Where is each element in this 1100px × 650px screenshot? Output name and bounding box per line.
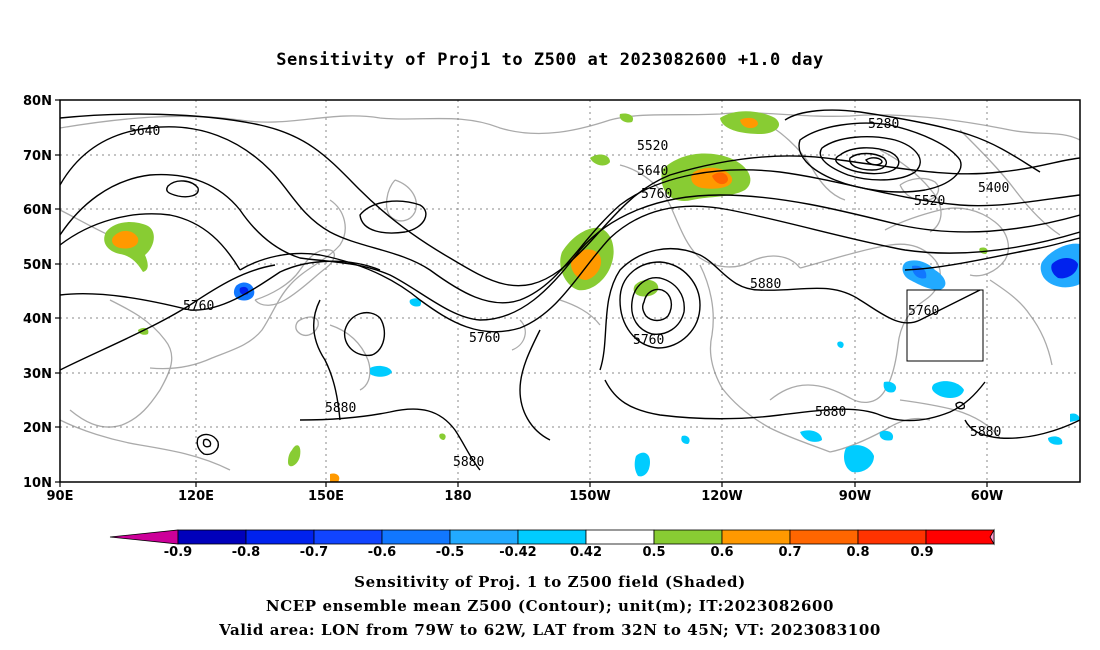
lon-tick-label: 120E — [178, 489, 214, 504]
longitude-labels: 90E 120E 150E 180 150W 120W 90W 60W — [47, 489, 1004, 504]
positive-region — [619, 113, 634, 123]
colorbar-label: 0.8 — [846, 545, 869, 560]
colorbar-label: -0.8 — [232, 545, 260, 560]
colorbar-label: 0.42 — [570, 545, 602, 560]
colorbar-swatch — [177, 529, 247, 545]
caption-line-3: Valid area: LON from 79W to 62W, LAT fro… — [219, 621, 881, 639]
colorbar-label: 0.9 — [910, 545, 933, 560]
contour-label: 5400 — [978, 181, 1009, 196]
lat-tick-label: 40N — [23, 312, 52, 327]
contour-label: 5760 — [633, 333, 664, 348]
colorbar-swatch — [109, 529, 179, 545]
lat-tick-label: 70N — [23, 149, 52, 164]
positive-region — [590, 154, 610, 166]
latitude-labels: 80N 70N 60N 50N 40N 30N 20N 10N — [23, 94, 52, 491]
colorbar-swatch — [653, 529, 723, 545]
contour-label: 5760 — [469, 331, 500, 346]
contour-label: 5880 — [453, 455, 484, 470]
negative-region — [409, 298, 422, 307]
map-frame — [59, 99, 1081, 483]
contour-label: 5520 — [637, 139, 668, 154]
colorbar-label: 0.7 — [778, 545, 801, 560]
negative-region — [1048, 436, 1063, 445]
colorbar-swatch — [381, 529, 451, 545]
colorbar-label: 0.5 — [642, 545, 665, 560]
lat-tick-label: 20N — [23, 421, 52, 436]
negative-region — [879, 430, 894, 441]
contour-label: 5880 — [970, 425, 1001, 440]
lon-tick-label: 180 — [444, 489, 471, 504]
negative-region — [681, 435, 690, 444]
positive-region — [439, 433, 446, 440]
colorbar — [109, 528, 995, 546]
figure-title: Sensitivity of Proj1 to Z500 at 20230826… — [276, 50, 824, 70]
positive-core — [740, 117, 758, 129]
z500-contours — [60, 109, 1080, 471]
coastlines — [60, 112, 1080, 471]
colorbar-label: -0.6 — [368, 545, 396, 560]
lat-tick-label: 80N — [23, 94, 52, 109]
lon-tick-label: 120W — [701, 489, 742, 504]
valid-area-box — [906, 289, 984, 362]
colorbar-label: -0.9 — [164, 545, 192, 560]
colorbar-swatch — [857, 529, 927, 545]
contour-labels: 5640 5520 5640 5760 5280 5400 5520 5760 … — [129, 117, 1009, 470]
lon-tick-label: 60W — [971, 489, 1003, 504]
colorbar-swatch — [585, 529, 655, 545]
contour-label: 5280 — [868, 117, 899, 132]
negative-region — [634, 452, 650, 477]
caption-line-2: NCEP ensemble mean Z500 (Contour); unit(… — [265, 597, 835, 615]
colorbar-swatch — [245, 529, 315, 545]
contour-label: 5880 — [750, 277, 781, 292]
lon-tick-label: 90E — [47, 489, 74, 504]
colorbar-labels: -0.9 -0.8 -0.7 -0.6 -0.5 -0.42 0.42 0.5 … — [164, 545, 934, 560]
negative-region — [837, 341, 844, 348]
colorbar-swatch — [313, 529, 383, 545]
negative-region — [370, 365, 392, 377]
negative-region — [883, 381, 897, 393]
grid-lines — [60, 100, 1080, 482]
negative-region — [800, 430, 822, 442]
colorbar-swatch — [925, 529, 995, 545]
colorbar-swatch — [517, 529, 587, 545]
colorbar-swatch — [449, 529, 519, 545]
colorbar-label: -0.42 — [499, 545, 536, 560]
lat-tick-label: 30N — [23, 367, 52, 382]
contour-label: 5640 — [637, 164, 668, 179]
lat-tick-label: 50N — [23, 258, 52, 273]
contour-label: 5880 — [815, 405, 846, 420]
colorbar-label: -0.5 — [436, 545, 464, 560]
positive-core — [712, 172, 728, 185]
lon-tick-label: 90W — [839, 489, 871, 504]
colorbar-swatch — [789, 529, 859, 545]
positive-core — [112, 230, 139, 249]
lat-tick-label: 10N — [23, 476, 52, 491]
tick-marks — [55, 99, 988, 487]
positive-core — [330, 473, 340, 482]
colorbar-label: 0.6 — [710, 545, 733, 560]
contour-label: 5520 — [914, 194, 945, 209]
caption-line-1: Sensitivity of Proj. 1 to Z500 field (Sh… — [354, 573, 746, 591]
lon-tick-label: 150E — [308, 489, 344, 504]
negative-region — [844, 445, 874, 473]
contour-label: 5760 — [641, 187, 672, 202]
negative-region — [932, 381, 964, 398]
lon-tick-label: 150W — [569, 489, 610, 504]
contour-label: 5880 — [325, 401, 356, 416]
contour-label: 5760 — [183, 299, 214, 314]
colorbar-label: -0.7 — [300, 545, 328, 560]
contour-label: 5760 — [908, 304, 939, 319]
negative-core — [1051, 258, 1078, 279]
negative-region — [1070, 413, 1080, 422]
contour-label: 5640 — [129, 124, 160, 139]
lat-tick-label: 60N — [23, 203, 52, 218]
colorbar-swatch — [721, 529, 791, 545]
colorbar-swatch — [989, 528, 995, 546]
sensitivity-shading — [104, 111, 1080, 482]
positive-region — [288, 445, 301, 467]
